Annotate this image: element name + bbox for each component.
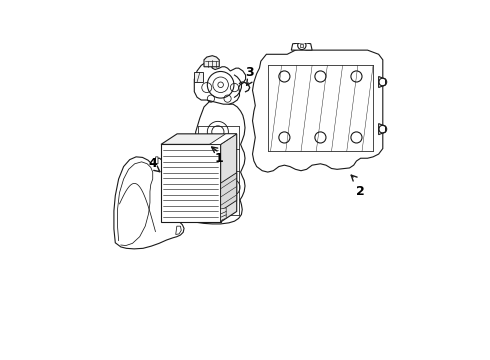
Polygon shape <box>167 161 171 168</box>
Polygon shape <box>379 123 386 135</box>
Polygon shape <box>220 173 237 211</box>
Text: 1: 1 <box>215 152 223 165</box>
Polygon shape <box>195 72 203 82</box>
Polygon shape <box>220 208 226 214</box>
Polygon shape <box>220 134 237 222</box>
Polygon shape <box>161 144 220 222</box>
Polygon shape <box>195 63 245 104</box>
Text: 3: 3 <box>245 66 254 79</box>
Polygon shape <box>161 134 237 144</box>
Polygon shape <box>220 211 226 217</box>
Polygon shape <box>379 76 386 87</box>
Polygon shape <box>176 161 180 167</box>
Text: 4: 4 <box>148 157 157 170</box>
Polygon shape <box>252 49 383 172</box>
Polygon shape <box>155 157 158 164</box>
Polygon shape <box>300 44 303 46</box>
Polygon shape <box>114 157 186 249</box>
Polygon shape <box>210 134 237 144</box>
Polygon shape <box>195 100 245 224</box>
Polygon shape <box>176 226 181 234</box>
Polygon shape <box>220 215 226 221</box>
Text: 2: 2 <box>356 185 365 198</box>
Polygon shape <box>204 56 219 67</box>
Polygon shape <box>292 42 312 50</box>
